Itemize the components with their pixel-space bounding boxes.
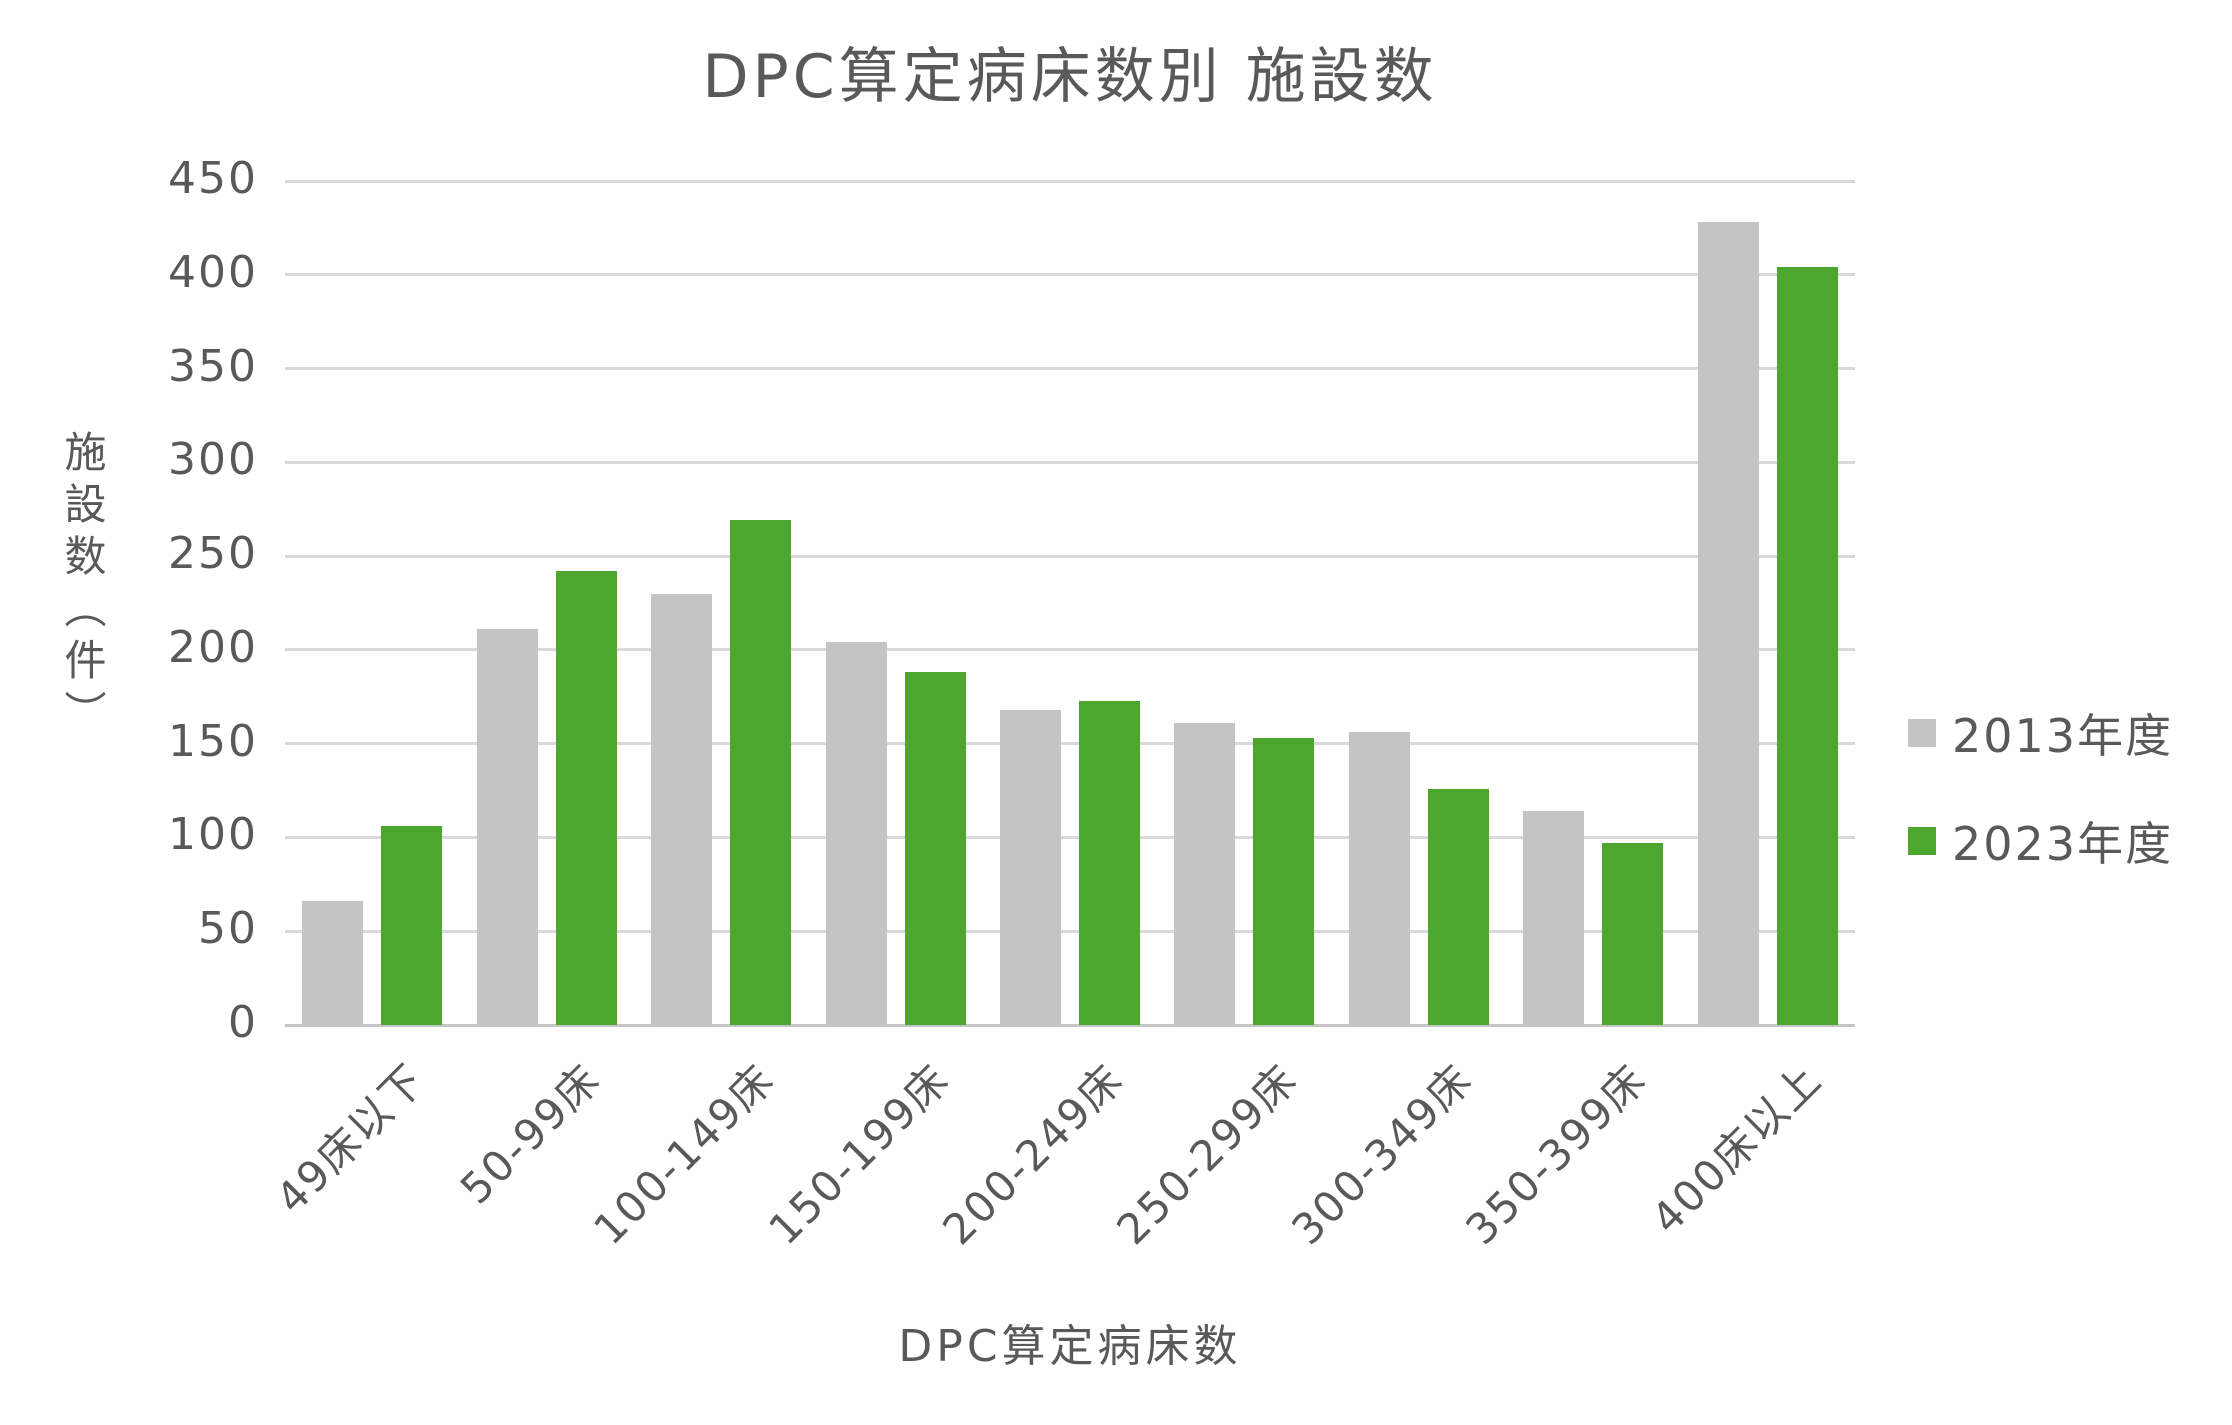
- bar-2023年度-350-399床: [1602, 843, 1664, 1025]
- y-axis-title: 施設数（件）: [58, 430, 107, 742]
- chart-title: DPC算定病床数別 施設数: [702, 42, 1438, 112]
- bar-2013年度-350-399床: [1523, 811, 1585, 1025]
- bar-2013年度-150-199床: [825, 642, 887, 1025]
- legend-item-2023: 2023年度: [1908, 808, 2173, 874]
- bar-2013年度-400床以上: [1697, 222, 1759, 1025]
- legend: 2013年度 2023年度: [1908, 700, 2173, 916]
- bar-2023年度-50-99床: [555, 571, 617, 1025]
- x-axis-line: [285, 1023, 1855, 1027]
- bar-2013年度-100-149床: [651, 593, 713, 1025]
- y-tick-label-0: 0: [228, 997, 258, 1048]
- bar-2013年度-49床以下: [302, 901, 364, 1025]
- y-tick-label-250: 250: [168, 528, 258, 580]
- bar-2013年度-50-99床: [476, 629, 538, 1025]
- y-tick-label-400: 400: [168, 246, 258, 298]
- bar-2023年度-250-299床: [1253, 738, 1315, 1025]
- y-tick-label-450: 450: [168, 153, 258, 204]
- y-tick-label-350: 350: [168, 340, 258, 392]
- y-tick-label-150: 150: [168, 715, 258, 767]
- y-tick-label-300: 300: [168, 434, 258, 486]
- gridline-50: [285, 929, 1855, 933]
- bar-2023年度-100-149床: [730, 520, 792, 1025]
- bar-2013年度-300-349床: [1348, 732, 1410, 1025]
- bar-2023年度-150-199床: [904, 672, 966, 1025]
- y-tick-label-50: 50: [198, 903, 258, 955]
- gridline-200: [285, 648, 1855, 652]
- x-axis-title: DPC算定病床数: [898, 1321, 1242, 1372]
- bar-2013年度-200-249床: [1000, 709, 1061, 1025]
- gridline-350: [285, 367, 1855, 371]
- legend-swatch-2013: [1908, 719, 1936, 747]
- legend-label-2013: 2013年度: [1952, 709, 2174, 763]
- y-tick-label-100: 100: [168, 809, 258, 861]
- legend-label-2023: 2023年度: [1952, 817, 2174, 871]
- bar-2023年度-300-349床: [1427, 788, 1489, 1025]
- gridline-400: [285, 273, 1855, 277]
- legend-swatch-2023: [1908, 827, 1936, 855]
- bar-2013年度-250-299床: [1174, 723, 1236, 1025]
- gridline-250: [285, 554, 1855, 558]
- bar-2023年度-200-249床: [1079, 700, 1140, 1025]
- y-tick-label-200: 200: [168, 621, 258, 673]
- bar-2023年度-49床以下: [381, 826, 443, 1025]
- bar-2023年度-400床以上: [1776, 267, 1838, 1025]
- gridline-300: [285, 460, 1855, 464]
- legend-item-2013: 2013年度: [1908, 700, 2173, 766]
- gridline-450: [285, 179, 1855, 183]
- gridline-100: [285, 835, 1855, 839]
- gridline-150: [285, 742, 1855, 746]
